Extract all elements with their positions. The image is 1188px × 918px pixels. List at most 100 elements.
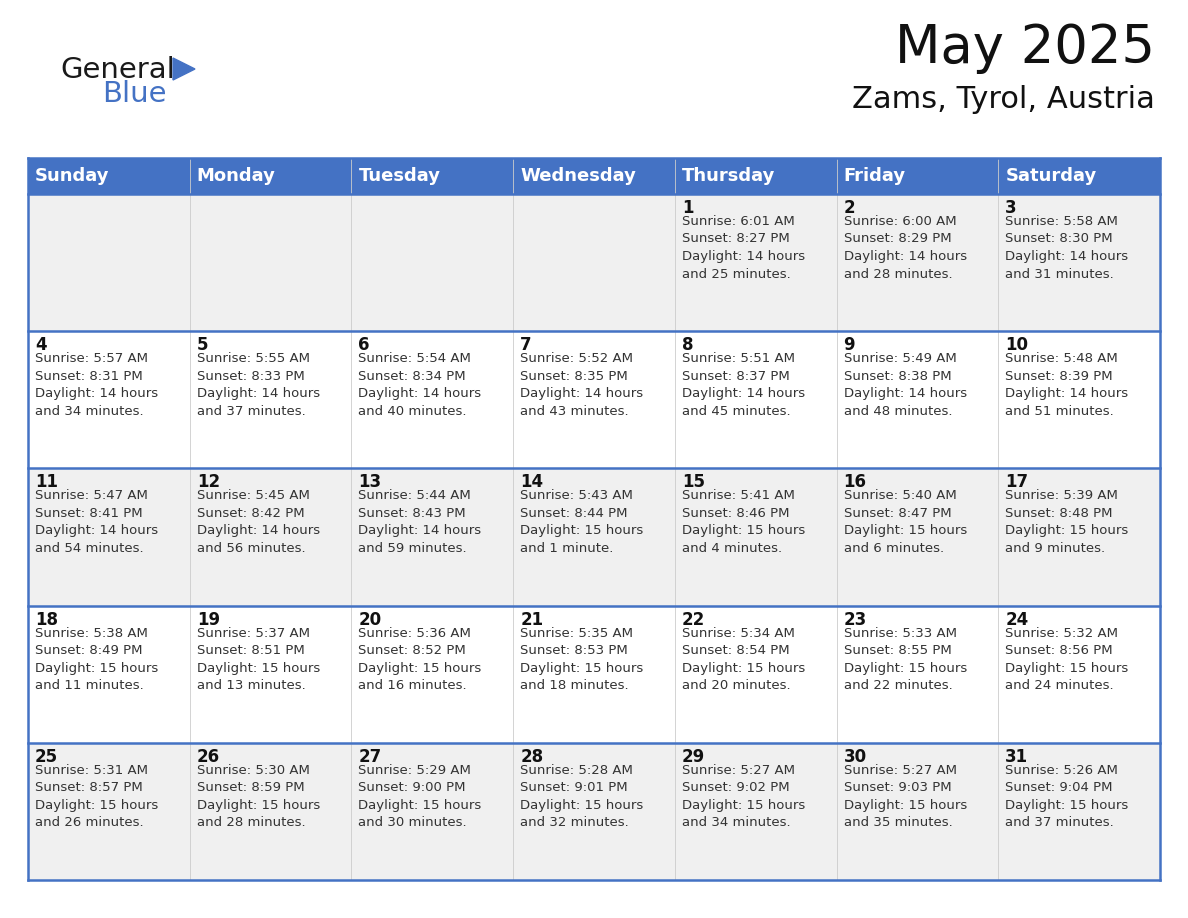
Text: Sunrise: 5:26 AM
Sunset: 9:04 PM
Daylight: 15 hours
and 37 minutes.: Sunrise: 5:26 AM Sunset: 9:04 PM Dayligh… [1005, 764, 1129, 829]
Text: Sunrise: 5:55 AM
Sunset: 8:33 PM
Daylight: 14 hours
and 37 minutes.: Sunrise: 5:55 AM Sunset: 8:33 PM Dayligh… [197, 353, 320, 418]
Text: Sunrise: 5:39 AM
Sunset: 8:48 PM
Daylight: 15 hours
and 9 minutes.: Sunrise: 5:39 AM Sunset: 8:48 PM Dayligh… [1005, 489, 1129, 554]
Bar [675, 194, 836, 331]
Text: Sunrise: 5:43 AM
Sunset: 8:44 PM
Daylight: 15 hours
and 1 minute.: Sunrise: 5:43 AM Sunset: 8:44 PM Dayligh… [520, 489, 644, 554]
Bar [29, 158, 190, 194]
Text: 2: 2 [843, 199, 855, 217]
Text: Sunrise: 5:30 AM
Sunset: 8:59 PM
Daylight: 15 hours
and 28 minutes.: Sunrise: 5:30 AM Sunset: 8:59 PM Dayligh… [197, 764, 320, 829]
Text: 21: 21 [520, 610, 543, 629]
Text: 8: 8 [682, 336, 694, 354]
Bar [998, 468, 1159, 606]
Text: Sunrise: 5:52 AM
Sunset: 8:35 PM
Daylight: 14 hours
and 43 minutes.: Sunrise: 5:52 AM Sunset: 8:35 PM Dayligh… [520, 353, 643, 418]
Text: Sunday: Sunday [34, 167, 109, 185]
Bar [836, 194, 998, 331]
Text: Sunrise: 6:01 AM
Sunset: 8:27 PM
Daylight: 14 hours
and 25 minutes.: Sunrise: 6:01 AM Sunset: 8:27 PM Dayligh… [682, 215, 805, 281]
Text: 1: 1 [682, 199, 694, 217]
Bar [29, 194, 190, 331]
Text: Sunrise: 5:41 AM
Sunset: 8:46 PM
Daylight: 15 hours
and 4 minutes.: Sunrise: 5:41 AM Sunset: 8:46 PM Dayligh… [682, 489, 805, 554]
Text: Friday: Friday [843, 167, 905, 185]
Text: Sunrise: 5:48 AM
Sunset: 8:39 PM
Daylight: 14 hours
and 51 minutes.: Sunrise: 5:48 AM Sunset: 8:39 PM Dayligh… [1005, 353, 1129, 418]
Bar [675, 158, 836, 194]
Text: Sunrise: 6:00 AM
Sunset: 8:29 PM
Daylight: 14 hours
and 28 minutes.: Sunrise: 6:00 AM Sunset: 8:29 PM Dayligh… [843, 215, 967, 281]
Bar [675, 743, 836, 880]
Text: Sunrise: 5:38 AM
Sunset: 8:49 PM
Daylight: 15 hours
and 11 minutes.: Sunrise: 5:38 AM Sunset: 8:49 PM Dayligh… [34, 627, 158, 692]
Text: 30: 30 [843, 748, 867, 766]
Text: 25: 25 [34, 748, 58, 766]
Text: Sunrise: 5:40 AM
Sunset: 8:47 PM
Daylight: 15 hours
and 6 minutes.: Sunrise: 5:40 AM Sunset: 8:47 PM Dayligh… [843, 489, 967, 554]
Bar [190, 194, 352, 331]
Bar [675, 606, 836, 743]
Bar [998, 194, 1159, 331]
Bar [513, 743, 675, 880]
Text: 6: 6 [359, 336, 369, 354]
Bar [190, 743, 352, 880]
Text: Monday: Monday [197, 167, 276, 185]
Bar [998, 743, 1159, 880]
Text: Sunrise: 5:31 AM
Sunset: 8:57 PM
Daylight: 15 hours
and 26 minutes.: Sunrise: 5:31 AM Sunset: 8:57 PM Dayligh… [34, 764, 158, 829]
Text: Sunrise: 5:51 AM
Sunset: 8:37 PM
Daylight: 14 hours
and 45 minutes.: Sunrise: 5:51 AM Sunset: 8:37 PM Dayligh… [682, 353, 805, 418]
Bar [513, 331, 675, 468]
Text: 20: 20 [359, 610, 381, 629]
Text: 26: 26 [197, 748, 220, 766]
Text: Sunrise: 5:32 AM
Sunset: 8:56 PM
Daylight: 15 hours
and 24 minutes.: Sunrise: 5:32 AM Sunset: 8:56 PM Dayligh… [1005, 627, 1129, 692]
Bar [29, 606, 190, 743]
Bar [836, 331, 998, 468]
Text: Sunrise: 5:45 AM
Sunset: 8:42 PM
Daylight: 14 hours
and 56 minutes.: Sunrise: 5:45 AM Sunset: 8:42 PM Dayligh… [197, 489, 320, 554]
Text: 27: 27 [359, 748, 381, 766]
Bar [190, 158, 352, 194]
Text: 3: 3 [1005, 199, 1017, 217]
Text: 12: 12 [197, 474, 220, 491]
Text: Sunrise: 5:27 AM
Sunset: 9:02 PM
Daylight: 15 hours
and 34 minutes.: Sunrise: 5:27 AM Sunset: 9:02 PM Dayligh… [682, 764, 805, 829]
Text: 29: 29 [682, 748, 706, 766]
Text: 16: 16 [843, 474, 866, 491]
Text: 5: 5 [197, 336, 208, 354]
Text: 9: 9 [843, 336, 855, 354]
Text: Sunrise: 5:57 AM
Sunset: 8:31 PM
Daylight: 14 hours
and 34 minutes.: Sunrise: 5:57 AM Sunset: 8:31 PM Dayligh… [34, 353, 158, 418]
Bar [675, 468, 836, 606]
Text: May 2025: May 2025 [895, 22, 1155, 74]
Text: Sunrise: 5:28 AM
Sunset: 9:01 PM
Daylight: 15 hours
and 32 minutes.: Sunrise: 5:28 AM Sunset: 9:01 PM Dayligh… [520, 764, 644, 829]
Text: 13: 13 [359, 474, 381, 491]
Text: Zams, Tyrol, Austria: Zams, Tyrol, Austria [852, 85, 1155, 114]
Bar [352, 331, 513, 468]
Bar [675, 331, 836, 468]
Bar [352, 158, 513, 194]
Text: Sunrise: 5:33 AM
Sunset: 8:55 PM
Daylight: 15 hours
and 22 minutes.: Sunrise: 5:33 AM Sunset: 8:55 PM Dayligh… [843, 627, 967, 692]
Text: Wednesday: Wednesday [520, 167, 636, 185]
Text: Sunrise: 5:37 AM
Sunset: 8:51 PM
Daylight: 15 hours
and 13 minutes.: Sunrise: 5:37 AM Sunset: 8:51 PM Dayligh… [197, 627, 320, 692]
Bar [513, 158, 675, 194]
Polygon shape [173, 58, 195, 80]
Text: 10: 10 [1005, 336, 1029, 354]
Text: Sunrise: 5:47 AM
Sunset: 8:41 PM
Daylight: 14 hours
and 54 minutes.: Sunrise: 5:47 AM Sunset: 8:41 PM Dayligh… [34, 489, 158, 554]
Text: Sunrise: 5:36 AM
Sunset: 8:52 PM
Daylight: 15 hours
and 16 minutes.: Sunrise: 5:36 AM Sunset: 8:52 PM Dayligh… [359, 627, 481, 692]
Text: 11: 11 [34, 474, 58, 491]
Bar [513, 468, 675, 606]
Bar [836, 468, 998, 606]
Text: Blue: Blue [102, 80, 166, 108]
Text: Sunrise: 5:54 AM
Sunset: 8:34 PM
Daylight: 14 hours
and 40 minutes.: Sunrise: 5:54 AM Sunset: 8:34 PM Dayligh… [359, 353, 481, 418]
Bar [836, 606, 998, 743]
Text: Sunrise: 5:35 AM
Sunset: 8:53 PM
Daylight: 15 hours
and 18 minutes.: Sunrise: 5:35 AM Sunset: 8:53 PM Dayligh… [520, 627, 644, 692]
Bar [190, 331, 352, 468]
Bar [836, 743, 998, 880]
Bar [836, 158, 998, 194]
Text: 15: 15 [682, 474, 704, 491]
Text: 18: 18 [34, 610, 58, 629]
Bar [513, 606, 675, 743]
Text: General: General [61, 56, 175, 84]
Text: Sunrise: 5:58 AM
Sunset: 8:30 PM
Daylight: 14 hours
and 31 minutes.: Sunrise: 5:58 AM Sunset: 8:30 PM Dayligh… [1005, 215, 1129, 281]
Text: 23: 23 [843, 610, 867, 629]
Text: 14: 14 [520, 474, 543, 491]
Text: Tuesday: Tuesday [359, 167, 441, 185]
Bar [352, 468, 513, 606]
Text: Sunrise: 5:29 AM
Sunset: 9:00 PM
Daylight: 15 hours
and 30 minutes.: Sunrise: 5:29 AM Sunset: 9:00 PM Dayligh… [359, 764, 481, 829]
Text: 19: 19 [197, 610, 220, 629]
Bar [352, 743, 513, 880]
Text: Sunrise: 5:27 AM
Sunset: 9:03 PM
Daylight: 15 hours
and 35 minutes.: Sunrise: 5:27 AM Sunset: 9:03 PM Dayligh… [843, 764, 967, 829]
Text: 22: 22 [682, 610, 706, 629]
Text: Sunrise: 5:49 AM
Sunset: 8:38 PM
Daylight: 14 hours
and 48 minutes.: Sunrise: 5:49 AM Sunset: 8:38 PM Dayligh… [843, 353, 967, 418]
Bar [352, 606, 513, 743]
Text: Thursday: Thursday [682, 167, 776, 185]
Bar [29, 331, 190, 468]
Bar [29, 743, 190, 880]
Bar [513, 194, 675, 331]
